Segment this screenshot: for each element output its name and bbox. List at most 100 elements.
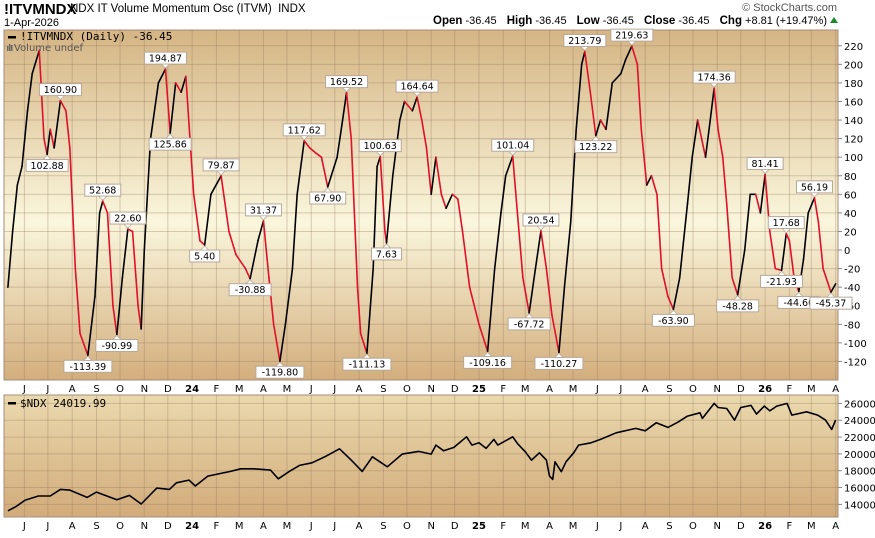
- x-tick-label: O: [403, 384, 411, 395]
- oscillator-line-segment: [743, 193, 752, 251]
- peak-label-pointer: [216, 170, 227, 176]
- x-tick-label: O: [116, 384, 124, 395]
- oscillator-line-segment: [112, 304, 118, 336]
- oscillator-line-segment: [131, 230, 139, 307]
- x-tick-label: A: [69, 521, 76, 532]
- peak-label: 52.68: [84, 183, 122, 201]
- oscillator-line-segment: [53, 99, 62, 149]
- y-tick-label: -100: [844, 339, 867, 350]
- oscillator-line-segment: [296, 140, 306, 196]
- peak-label-text: 160.90: [44, 85, 77, 96]
- ndx-legend: $NDX 24019.99: [20, 397, 106, 410]
- x-tick-label: A: [546, 521, 553, 532]
- oscillator-line-segment: [645, 174, 653, 186]
- indicator-name: NDX IT Volume Momentum Osc (ITVM) INDX: [70, 3, 306, 15]
- peak-label-pointer: [626, 40, 637, 46]
- oscillator-line-segment: [74, 267, 81, 335]
- peak-label: 81.41: [746, 156, 784, 175]
- peak-label-text: 219.63: [615, 31, 648, 42]
- oscillator-line-segment: [807, 197, 816, 214]
- peak-label: -63.90: [651, 309, 695, 327]
- peak-label-text: 125.86: [154, 140, 187, 151]
- peak-label-text: -90.99: [102, 341, 133, 352]
- peak-label-text: 67.90: [314, 193, 341, 204]
- open-label: Open: [433, 15, 463, 27]
- oscillator-line-segment: [540, 230, 548, 270]
- x-tick-label: A: [832, 521, 839, 532]
- oscillator-line-segment: [731, 277, 739, 296]
- x-tick-label: S: [93, 521, 99, 532]
- peak-label-pointer: [776, 270, 787, 276]
- oscillator-line-segment: [174, 82, 182, 94]
- x-tick-label: D: [164, 384, 172, 395]
- oscillator-line-segment: [106, 212, 114, 307]
- chg-label: Chg: [719, 15, 742, 27]
- x-tick-label: A: [260, 521, 267, 532]
- x-tick-label: M: [521, 384, 530, 395]
- copyright-link[interactable]: © StockCharts.com: [742, 2, 837, 14]
- oscillator-line-segment: [210, 175, 222, 196]
- x-tick-label: F: [214, 521, 220, 532]
- x-tick-label: A: [642, 521, 649, 532]
- oscillator-line-segment: [356, 286, 362, 335]
- oscillator-line-segment: [244, 267, 251, 280]
- peak-label: -109.16: [463, 351, 513, 369]
- oscillator-line-segment: [314, 151, 323, 158]
- indicator-description: NDX IT Volume Momentum Osc (ITVM): [70, 3, 272, 15]
- oscillator-line-segment: [185, 75, 195, 196]
- oscillator-line-segment: [157, 68, 167, 84]
- x-tick-label: 24: [185, 521, 199, 532]
- panel-background: [3, 394, 839, 518]
- oscillator-line-segment: [580, 50, 586, 66]
- peak-label-pointer: [375, 151, 386, 157]
- peak-label-text: 101.04: [496, 141, 529, 152]
- x-tick-label: N: [141, 384, 148, 395]
- x-tick-label: D: [451, 384, 459, 395]
- oscillator-line-segment: [199, 239, 206, 246]
- x-tick-label: D: [164, 521, 172, 532]
- oscillator-line-segment: [599, 119, 607, 131]
- x-tick-label: J: [332, 521, 336, 532]
- peak-label-text: 164.64: [400, 82, 433, 93]
- peak-label: 5.40: [189, 245, 221, 263]
- x-tick-label: 26: [758, 521, 772, 532]
- peak-label-pointer: [160, 63, 171, 69]
- y-tick-label: 200: [844, 60, 863, 71]
- oscillator-line-segment: [672, 277, 681, 311]
- oscillator-line-segment: [350, 137, 359, 288]
- peak-label: 31.37: [244, 203, 282, 221]
- x-tick-label: M: [521, 521, 530, 532]
- x-tick-label: S: [93, 384, 99, 395]
- peak-label-text: -63.90: [658, 316, 689, 327]
- oscillator-line-segment: [49, 128, 55, 149]
- oscillator-line-segment: [416, 96, 423, 121]
- up-arrow-icon: [830, 17, 838, 23]
- oscillator-line-segment: [522, 277, 530, 314]
- oscillator-line-segment: [26, 72, 34, 112]
- peak-label-pointer: [97, 195, 108, 201]
- oscillator-line-segment: [656, 193, 663, 270]
- oscillator-line-segment: [203, 193, 212, 246]
- oscillator-line-segment: [534, 230, 542, 270]
- x-tick-label: M: [235, 521, 244, 532]
- x-tick-label: J: [595, 384, 599, 395]
- volume-bars-icon: [7, 44, 13, 51]
- oscillator-line-segment: [21, 109, 29, 168]
- peak-label: 194.87: [143, 51, 187, 69]
- oscillator-line-segment: [16, 165, 23, 186]
- x-tick-label: S: [380, 384, 386, 395]
- chg-value: +8.81 (+19.47%): [745, 15, 827, 27]
- oscillator-line-segment: [121, 228, 129, 279]
- oscillator-line-segment: [359, 332, 368, 354]
- x-tick-label: F: [787, 384, 793, 395]
- open-value: -36.45: [465, 15, 497, 27]
- peak-label-pointer: [668, 309, 679, 315]
- oscillator-line-segment: [736, 249, 746, 296]
- peak-label: -110.27: [534, 352, 584, 370]
- peak-label: 117.62: [282, 123, 326, 141]
- chart-date: 1-Apr-2026: [4, 17, 60, 29]
- oscillator-line-segment: [813, 197, 820, 223]
- ohlc-readout: Open -36.45 High -36.45 Low -36.45 Close…: [426, 15, 838, 27]
- x-tick-label: 24: [185, 384, 199, 395]
